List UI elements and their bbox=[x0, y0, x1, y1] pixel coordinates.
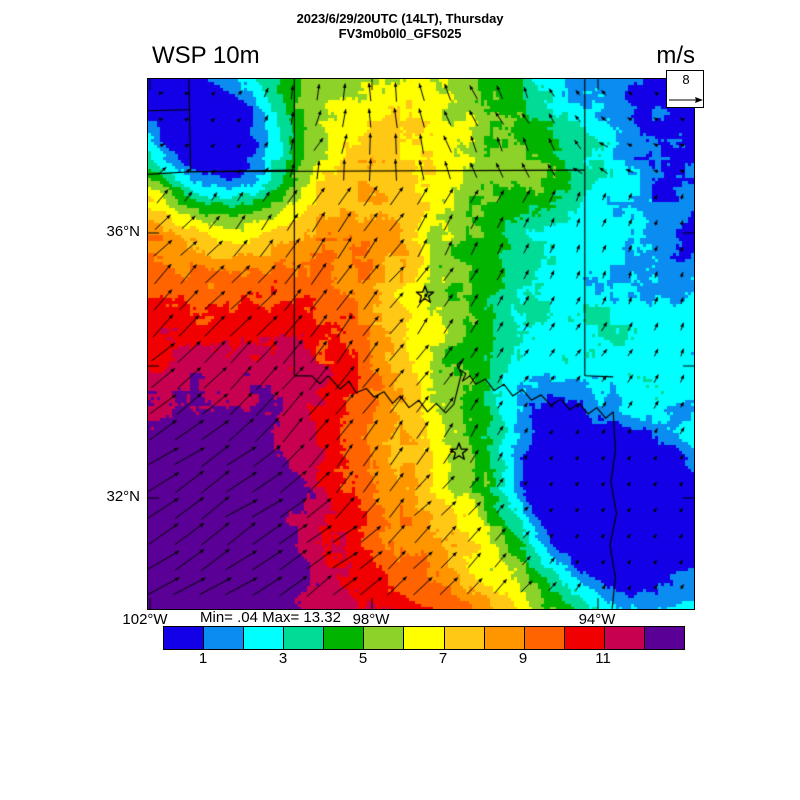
right-arrow-icon bbox=[669, 97, 703, 103]
min-max-annotation: Min= .04 Max= 13.32 bbox=[200, 609, 341, 626]
colorbar-tick-11: 11 bbox=[595, 650, 611, 667]
colorbar-tick-1: 1 bbox=[198, 650, 208, 667]
lon-tick-label-98w: 98°W bbox=[352, 611, 390, 628]
lon-tick-label-94w: 94°W bbox=[578, 611, 616, 628]
chart-title-model: FV3m0b0l0_GFS025 bbox=[338, 26, 462, 41]
field-label: WSP 10m bbox=[152, 42, 260, 69]
colorbar-tick-5: 5 bbox=[358, 650, 368, 667]
colorbar-swatch-2 bbox=[244, 627, 285, 649]
wind-speed-heatmap bbox=[148, 79, 694, 609]
colorbar-swatch-5 bbox=[364, 627, 405, 649]
lat-tick-label-32n: 32°N bbox=[106, 488, 140, 505]
reference-vector-value: 8 bbox=[682, 72, 690, 87]
colorbar-swatch-12 bbox=[644, 627, 685, 649]
colorbar-swatch-8 bbox=[484, 627, 525, 649]
reference-vector-key: 8 bbox=[666, 70, 704, 108]
colorbar-swatch-1 bbox=[204, 627, 245, 649]
colorbar-swatch-10 bbox=[564, 627, 605, 649]
lat-tick-label-36n: 36°N bbox=[106, 223, 140, 240]
chart-title-datetime: 2023/6/29/20UTC (14LT), Thursday bbox=[296, 11, 504, 26]
lon-tick-label-102w: 102°W bbox=[122, 611, 168, 628]
colorbar-swatch-7 bbox=[444, 627, 485, 649]
colorbar-swatch-0 bbox=[164, 627, 205, 649]
colorbar-swatch-4 bbox=[324, 627, 365, 649]
colorbar-tick-7: 7 bbox=[438, 650, 448, 667]
colorbar-tick-3: 3 bbox=[278, 650, 288, 667]
colorbar-swatch-9 bbox=[524, 627, 565, 649]
colorbar-swatch-3 bbox=[284, 627, 325, 649]
colorbar-swatch-11 bbox=[604, 627, 645, 649]
colorbar bbox=[163, 626, 685, 650]
chart-title-block: 2023/6/29/20UTC (14LT), Thursday FV3m0b0… bbox=[0, 11, 800, 41]
map-plot-area[interactable] bbox=[147, 78, 695, 610]
units-label: m/s bbox=[656, 42, 695, 69]
colorbar-swatch-6 bbox=[404, 627, 445, 649]
colorbar-tick-labels: 1 3 5 7 9 11 bbox=[163, 650, 685, 670]
colorbar-tick-9: 9 bbox=[518, 650, 528, 667]
